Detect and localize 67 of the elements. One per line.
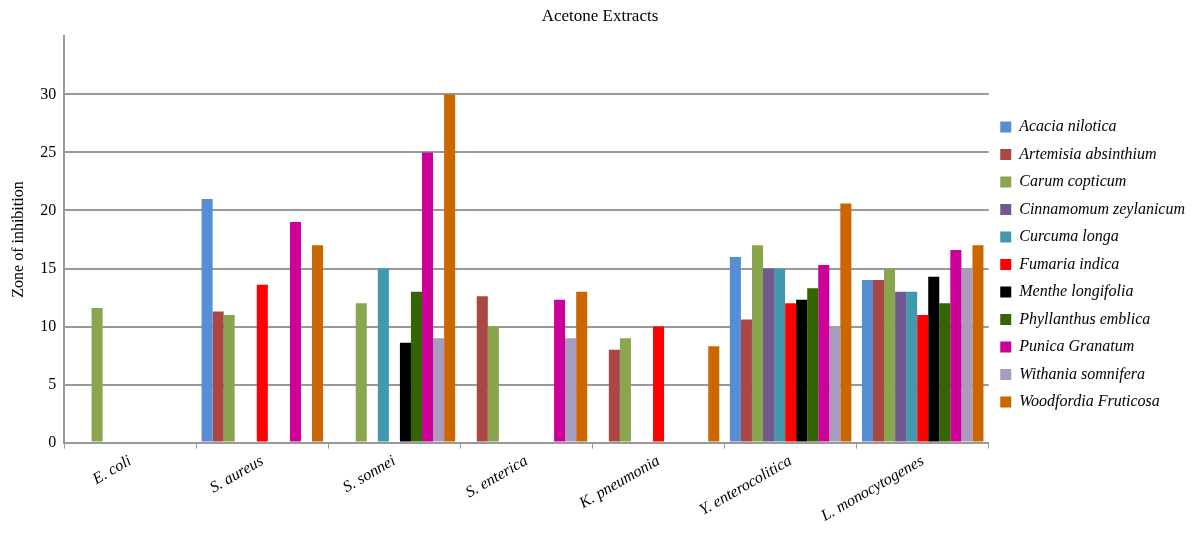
bar bbox=[840, 203, 852, 442]
x-tick-label: S. aureus bbox=[206, 451, 266, 496]
legend-label: Phyllanthus emblica bbox=[1018, 309, 1151, 328]
bar bbox=[950, 249, 962, 442]
y-tick-label: 20 bbox=[40, 200, 57, 218]
y-tick-label: 30 bbox=[40, 84, 57, 102]
bar bbox=[872, 280, 885, 442]
bar bbox=[917, 314, 929, 442]
bar bbox=[608, 349, 620, 442]
chart-title: Acetone Extracts bbox=[541, 5, 659, 25]
bar bbox=[444, 94, 456, 442]
bar bbox=[422, 152, 434, 442]
bar bbox=[729, 256, 741, 442]
bar bbox=[708, 346, 720, 442]
y-tick-label: 5 bbox=[48, 374, 57, 392]
bar bbox=[312, 245, 324, 442]
bar bbox=[763, 268, 775, 442]
bar bbox=[554, 299, 566, 442]
bar bbox=[818, 265, 830, 442]
legend-label: Carum copticum bbox=[1019, 172, 1127, 191]
y-tick-label: 15 bbox=[40, 258, 57, 276]
bar bbox=[91, 307, 103, 442]
legend-label: Menthe longifolia bbox=[1018, 282, 1134, 301]
bar bbox=[212, 311, 224, 442]
legend-label: Fumaria indica bbox=[1018, 254, 1120, 272]
y-axis-title: Zone of inhibition bbox=[8, 181, 26, 298]
bar bbox=[785, 303, 797, 442]
bar bbox=[487, 326, 499, 442]
bar bbox=[972, 245, 984, 442]
bar bbox=[895, 291, 907, 442]
bar bbox=[807, 288, 819, 442]
legend-label: Woodfordia Fruticosa bbox=[1019, 392, 1160, 411]
bar bbox=[740, 319, 752, 442]
bar bbox=[928, 276, 940, 442]
bar bbox=[476, 296, 488, 442]
bar bbox=[576, 291, 588, 442]
bar bbox=[565, 338, 577, 442]
bar bbox=[377, 268, 389, 442]
bar bbox=[884, 268, 896, 442]
y-tick-label: 25 bbox=[40, 142, 57, 160]
bar bbox=[861, 280, 873, 442]
legend-label: Cinnamomum zeylanicum bbox=[1019, 199, 1186, 218]
legend-label: Acacia nilotica bbox=[1018, 117, 1117, 135]
bar bbox=[906, 291, 918, 442]
legend-label: Artemisia absinthium bbox=[1018, 144, 1157, 162]
bar bbox=[653, 326, 665, 442]
bar bbox=[751, 245, 764, 442]
bar bbox=[399, 342, 411, 442]
bar bbox=[433, 338, 445, 442]
bar bbox=[774, 268, 786, 442]
bar bbox=[355, 303, 367, 442]
x-tick-label: E. coli bbox=[88, 451, 134, 488]
legend-label: Withania somnifera bbox=[1019, 364, 1146, 383]
legend-label: Curcuma longa bbox=[1019, 227, 1119, 246]
bar bbox=[939, 303, 951, 442]
bar bbox=[256, 284, 268, 442]
legend-label: Punica Granatum bbox=[1018, 337, 1135, 355]
bar bbox=[201, 198, 213, 442]
bar bbox=[223, 314, 235, 442]
bar bbox=[796, 299, 808, 442]
y-tick-label: 0 bbox=[48, 432, 57, 450]
bar bbox=[619, 338, 631, 442]
bar bbox=[410, 291, 423, 442]
bar bbox=[289, 222, 301, 442]
bar bbox=[961, 268, 973, 442]
bar bbox=[829, 326, 841, 442]
y-tick-label: 10 bbox=[40, 316, 57, 334]
